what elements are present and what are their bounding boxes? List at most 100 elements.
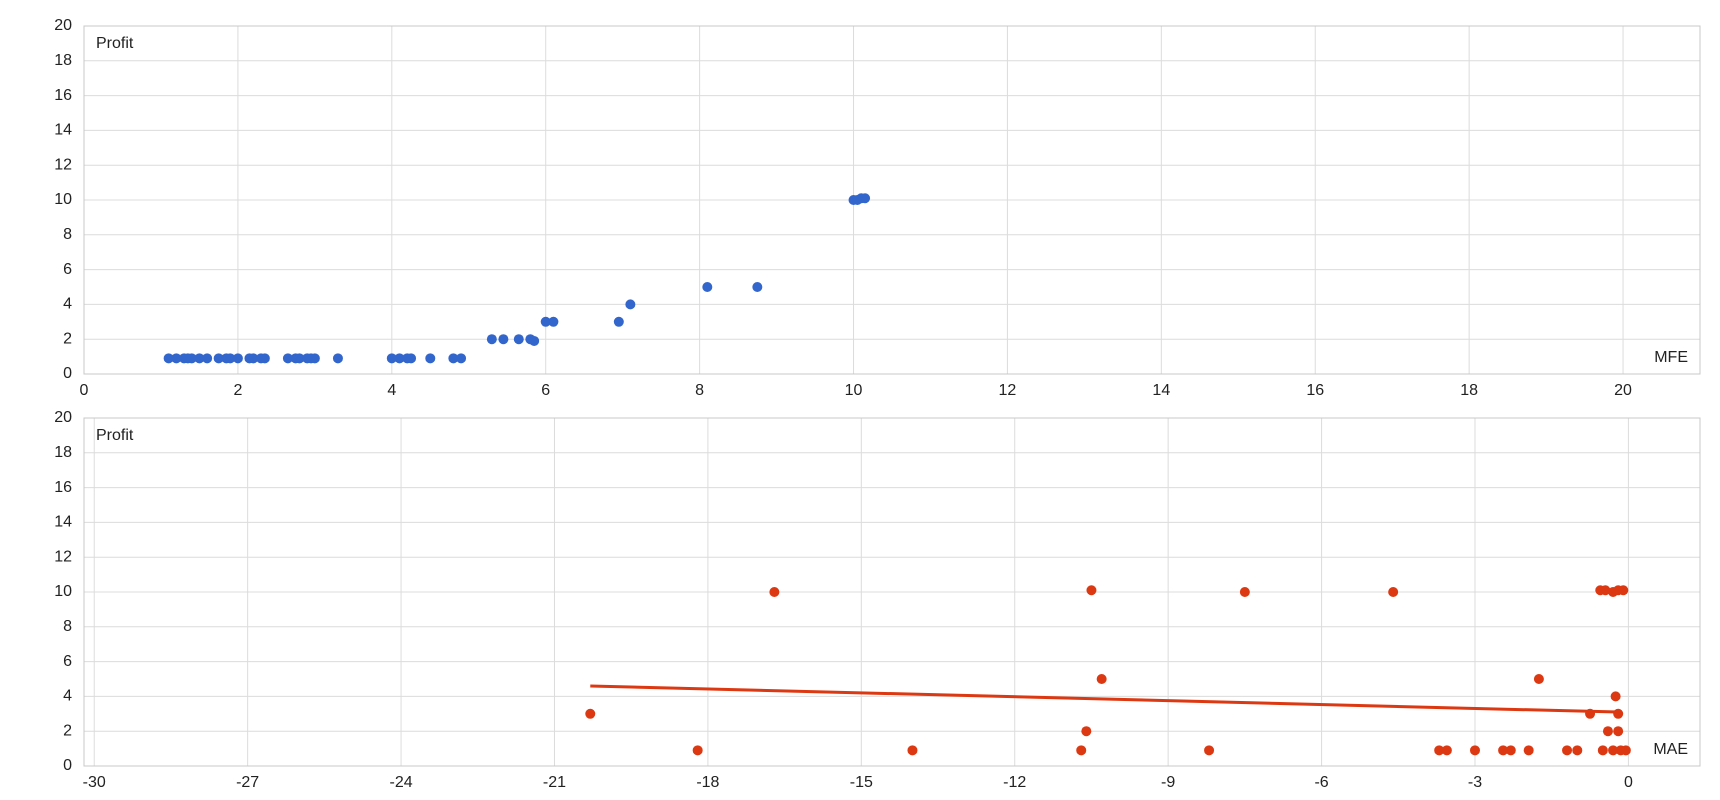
data-point	[163, 353, 174, 364]
data-point	[498, 334, 509, 345]
x-tick-label: -21	[543, 774, 566, 791]
y-tick-label: 2	[63, 330, 72, 347]
data-point	[486, 334, 497, 345]
data-point	[1533, 674, 1544, 684]
x-tick-label: -27	[236, 774, 259, 791]
plot-frame	[83, 417, 1701, 767]
data-point	[1441, 745, 1452, 756]
data-point	[1610, 691, 1621, 702]
data-point	[225, 353, 236, 364]
data-point	[386, 353, 397, 364]
data-point	[213, 353, 224, 364]
y-tick-label: 12	[54, 156, 72, 173]
data-point	[1081, 726, 1092, 737]
data-point	[171, 353, 182, 364]
x-tick-label: 18	[1460, 382, 1478, 399]
data-point	[1505, 745, 1516, 756]
data-point	[1498, 745, 1509, 756]
y-tick-label: 16	[54, 479, 72, 496]
data-point	[1618, 585, 1629, 596]
y-axis-label: Profit	[96, 427, 134, 444]
x-tick-label: -9	[1161, 774, 1175, 791]
y-tick-label: 10	[54, 191, 72, 208]
y-tick-label: 8	[63, 618, 72, 635]
data-point	[232, 353, 243, 364]
x-tick-label: 8	[695, 382, 704, 399]
x-tick-label: 20	[1614, 382, 1632, 399]
x-axis-label: MFE	[1654, 349, 1688, 366]
data-point	[1562, 745, 1573, 756]
y-tick-label: 20	[54, 409, 72, 426]
x-tick-label: -15	[850, 774, 873, 791]
data-point	[860, 193, 871, 204]
data-point	[1434, 745, 1445, 756]
data-point	[332, 353, 343, 364]
x-tick-label: 2	[233, 382, 242, 399]
data-point	[1602, 726, 1613, 737]
data-point	[1204, 745, 1215, 756]
x-tick-label: -3	[1468, 774, 1482, 791]
y-tick-label: 20	[54, 17, 72, 34]
data-point	[625, 299, 636, 310]
y-tick-label: 14	[54, 122, 72, 139]
data-point	[309, 353, 320, 364]
y-tick-label: 8	[63, 226, 72, 243]
data-point	[548, 316, 559, 327]
y-tick-label: 6	[63, 653, 72, 670]
x-tick-label: 10	[845, 382, 863, 399]
data-point	[529, 335, 540, 346]
x-tick-label: -6	[1314, 774, 1328, 791]
data-point	[448, 353, 459, 364]
x-tick-label: 0	[1624, 774, 1633, 791]
data-point	[294, 353, 305, 364]
data-point	[540, 316, 551, 327]
data-point	[248, 353, 259, 364]
y-tick-label: 18	[54, 444, 72, 461]
data-point	[1076, 745, 1087, 756]
plot-frame	[83, 25, 1701, 375]
x-tick-label: -24	[390, 774, 413, 791]
data-point	[1572, 745, 1583, 756]
x-tick-label: 6	[541, 382, 550, 399]
x-tick-label: 16	[1306, 382, 1324, 399]
y-tick-label: 14	[54, 514, 72, 531]
data-point	[1613, 708, 1624, 719]
x-axis-label: MAE	[1653, 741, 1688, 758]
y-tick-label: 4	[63, 688, 72, 705]
data-point	[394, 353, 405, 364]
y-tick-label: 16	[54, 87, 72, 104]
data-point	[1388, 587, 1399, 597]
data-point	[1523, 745, 1534, 756]
y-tick-label: 0	[63, 365, 72, 382]
x-tick-label: 4	[387, 382, 396, 399]
data-point	[1597, 745, 1608, 756]
data-point	[1600, 585, 1611, 596]
data-point	[194, 353, 205, 364]
y-axis-label: Profit	[96, 35, 134, 52]
x-tick-label: 14	[1152, 382, 1170, 399]
data-point	[186, 353, 197, 364]
data-point	[1086, 585, 1097, 596]
x-tick-label: -18	[696, 774, 719, 791]
data-point	[1469, 745, 1480, 756]
data-point	[1608, 745, 1619, 756]
data-point	[1585, 708, 1596, 719]
data-point	[425, 353, 436, 364]
data-point	[202, 353, 213, 364]
x-tick-label: -12	[1003, 774, 1026, 791]
data-point	[1613, 726, 1624, 737]
data-point	[259, 353, 270, 364]
x-tick-label: -30	[83, 774, 106, 791]
data-point	[456, 353, 467, 364]
y-tick-label: 2	[63, 722, 72, 739]
data-point	[585, 708, 596, 719]
x-tick-label: 12	[999, 382, 1017, 399]
data-point	[702, 282, 713, 292]
data-point	[1239, 587, 1250, 597]
data-point	[406, 353, 417, 364]
data-point	[282, 353, 293, 364]
data-point	[752, 282, 763, 292]
y-tick-label: 6	[63, 261, 72, 278]
y-tick-label: 18	[54, 52, 72, 69]
